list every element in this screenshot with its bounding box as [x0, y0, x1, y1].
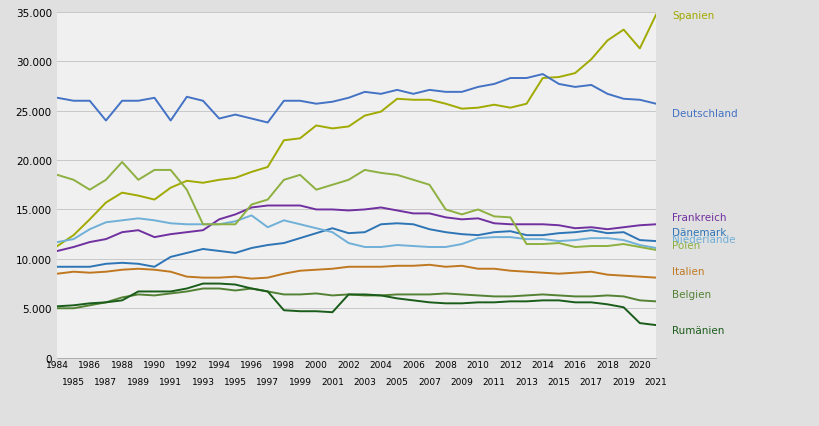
Text: Rumänien: Rumänien [672, 325, 724, 335]
Text: Belgien: Belgien [672, 290, 710, 300]
Text: Deutschland: Deutschland [672, 108, 737, 118]
Text: Italien: Italien [672, 266, 704, 276]
Text: Spanien: Spanien [672, 11, 713, 21]
Text: Dänemark: Dänemark [672, 227, 726, 238]
Text: Niederlande: Niederlande [672, 235, 735, 245]
Text: Polen: Polen [672, 240, 699, 250]
Text: Frankreich: Frankreich [672, 213, 726, 223]
